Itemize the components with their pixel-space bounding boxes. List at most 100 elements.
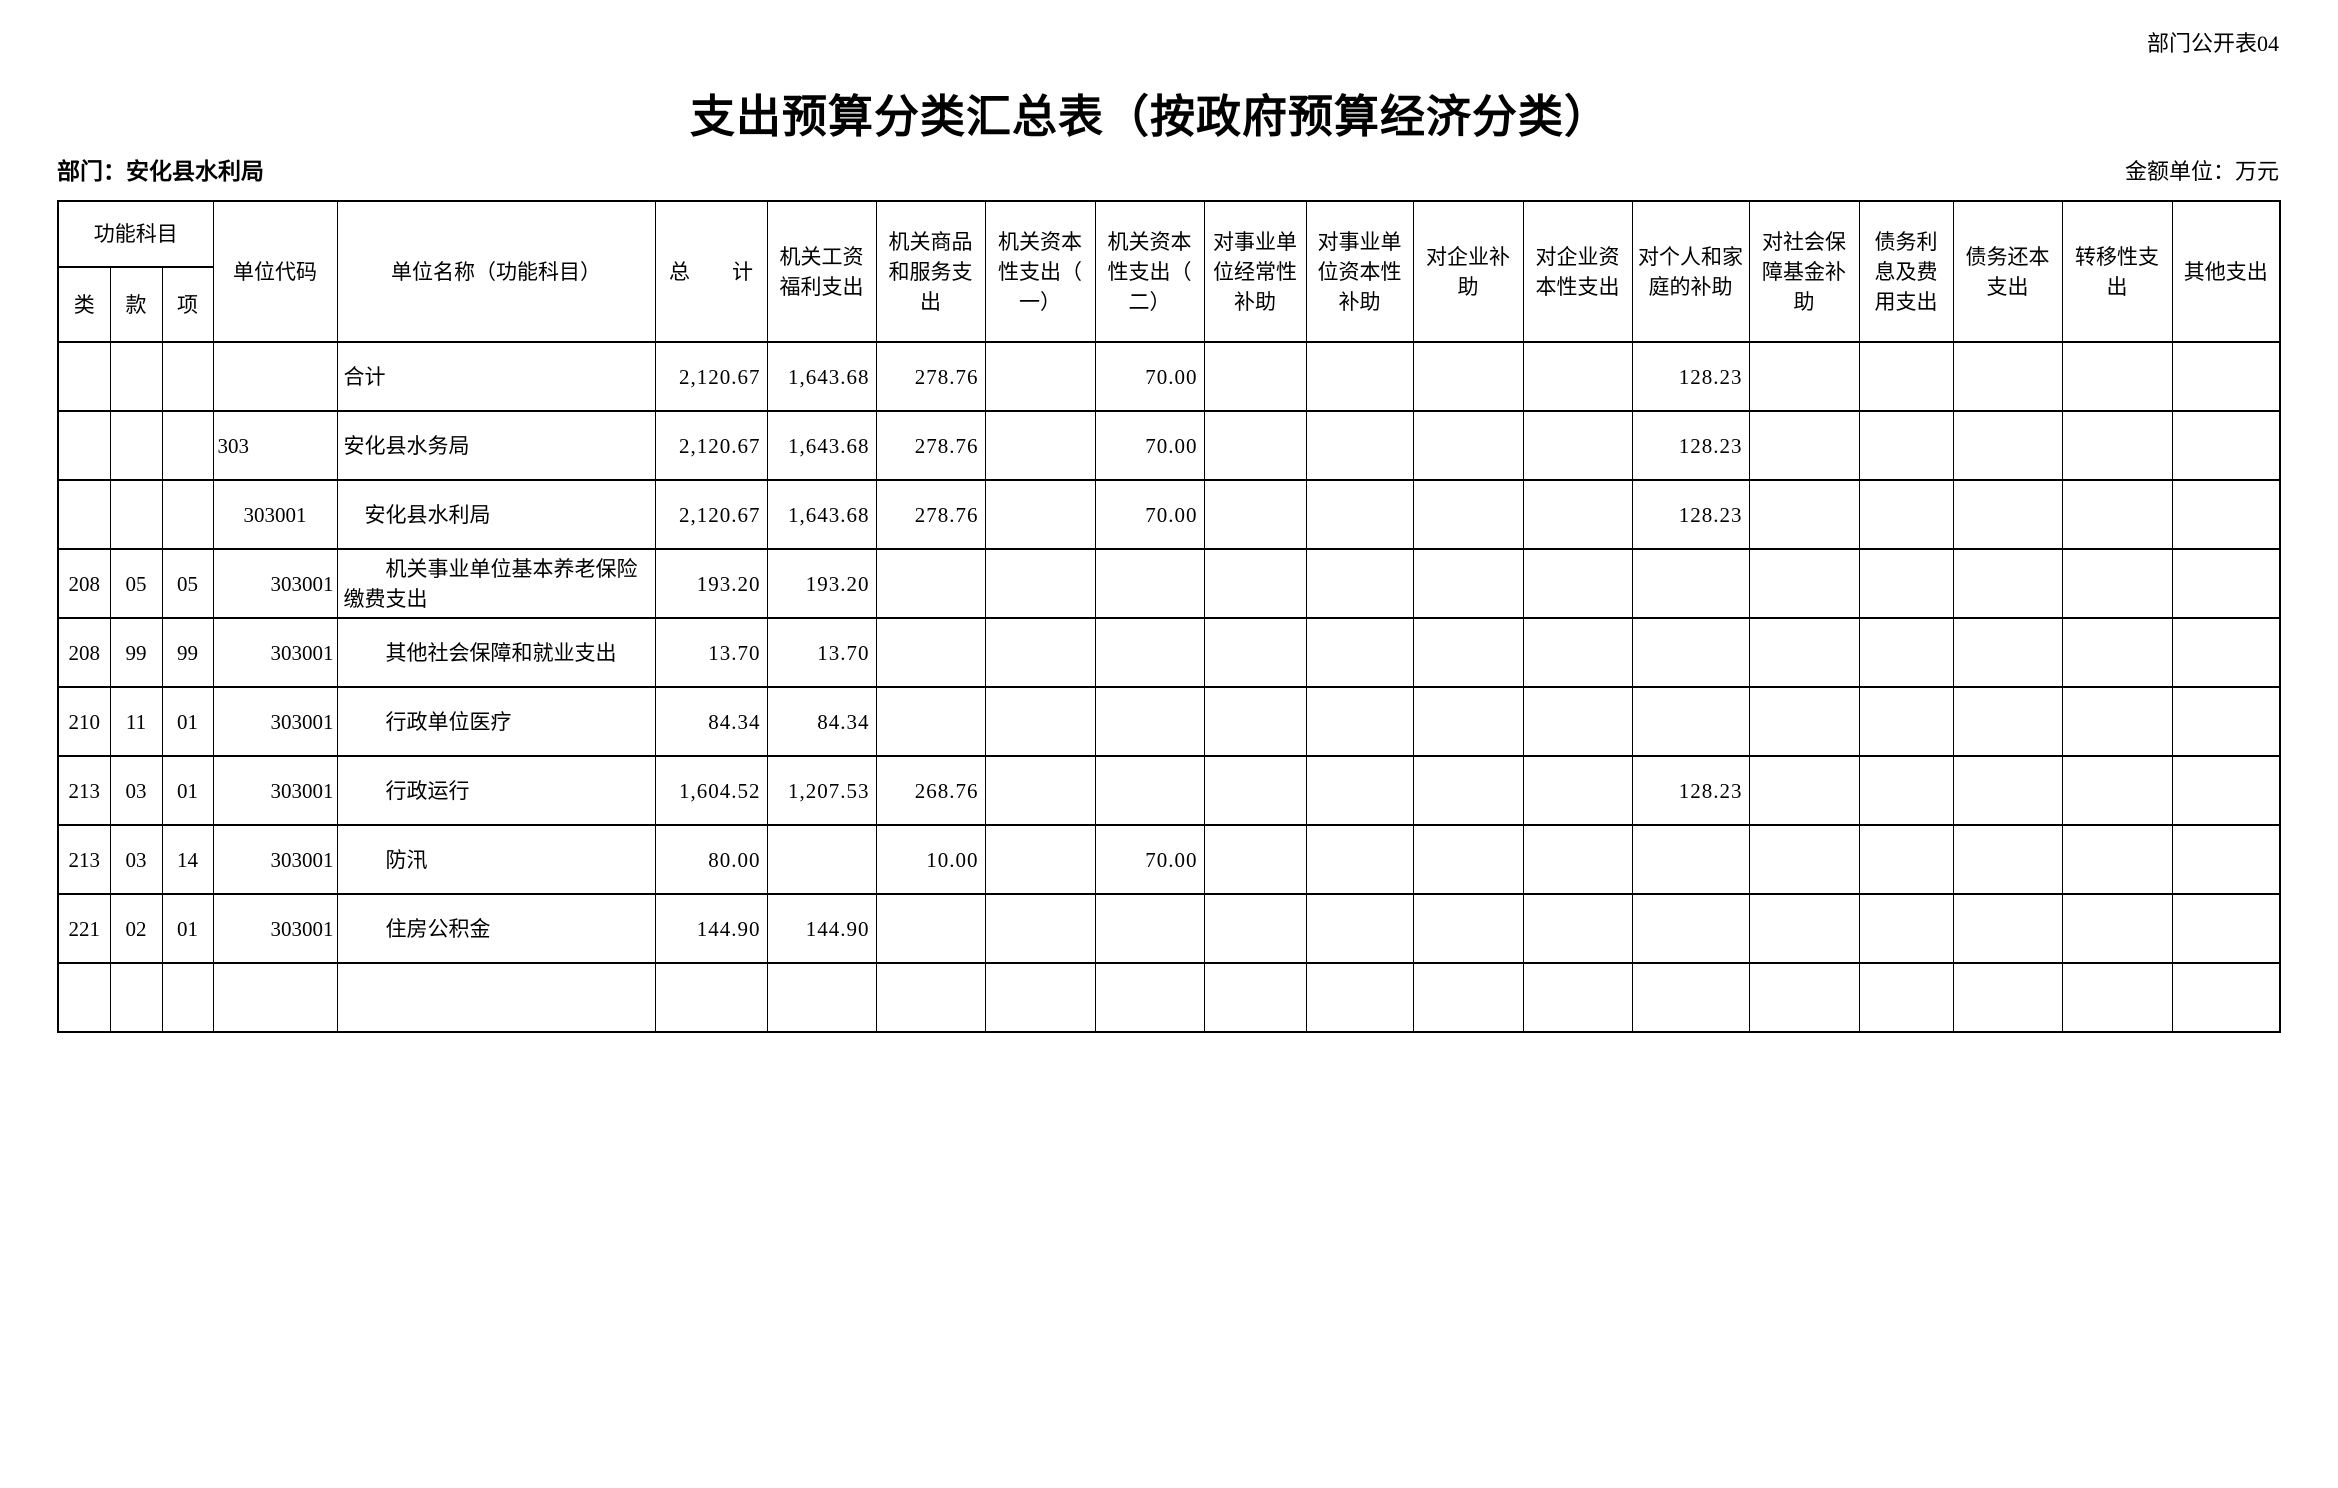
table-row: 210 11 01 303001 行政单位医疗 84.34 84.34	[57, 686, 2281, 757]
cell-value: 84.34	[654, 686, 768, 757]
cell-value	[1631, 824, 1750, 895]
cell-unit-code: 303001	[212, 755, 338, 826]
cell-value: 278.76	[875, 410, 986, 481]
cell-kuan	[109, 341, 163, 412]
cell-value	[1094, 893, 1205, 964]
cell-value: 1,643.68	[766, 341, 877, 412]
cell-value	[1952, 893, 2063, 964]
cell-kuan: 03	[109, 755, 163, 826]
cell-value	[1631, 548, 1750, 619]
cell-value	[1748, 617, 1860, 688]
cell-lei: 208	[57, 617, 111, 688]
cell-value	[1203, 686, 1307, 757]
budget-table: 功能科目 单位代码 单位名称（功能科目） 总 计 机关工资福利支出 机关商品和服…	[57, 200, 2282, 1033]
cell-kuan: 03	[109, 824, 163, 895]
header-capital-1: 机关资本性支出（一）	[984, 200, 1096, 343]
cell-value	[2171, 341, 2281, 412]
cell-value	[984, 893, 1096, 964]
cell-xiang: 14	[161, 824, 214, 895]
cell-value	[984, 410, 1096, 481]
cell-value	[1858, 548, 1954, 619]
cell-value: 193.20	[654, 548, 768, 619]
cell-value	[1094, 962, 1205, 1033]
cell-value	[1203, 479, 1307, 550]
cell-value: 2,120.67	[654, 410, 768, 481]
cell-value: 10.00	[875, 824, 986, 895]
cell-value	[1305, 341, 1414, 412]
cell-value	[1858, 824, 1954, 895]
cell-value	[1748, 548, 1860, 619]
cell-value	[1631, 962, 1750, 1033]
header-social-security-fund-subsidy: 对社会保障基金补助	[1748, 200, 1860, 343]
cell-value	[1858, 755, 1954, 826]
cell-value	[1522, 410, 1633, 481]
cell-kuan: 99	[109, 617, 163, 688]
cell-value	[2061, 962, 2173, 1033]
cell-value	[1203, 341, 1307, 412]
header-enterprise-capital: 对企业资本性支出	[1522, 200, 1633, 343]
header-total: 总 计	[654, 200, 768, 343]
cell-value	[1748, 824, 1860, 895]
cell-value	[1412, 479, 1524, 550]
cell-value	[1748, 893, 1860, 964]
cell-value	[1412, 686, 1524, 757]
cell-unit-name: 其他社会保障和就业支出	[336, 617, 656, 688]
cell-unit-code: 303001	[212, 686, 338, 757]
cell-value: 278.76	[875, 479, 986, 550]
cell-unit-code	[212, 341, 338, 412]
cell-kuan	[109, 479, 163, 550]
header-row-1: 功能科目 单位代码 单位名称（功能科目） 总 计 机关工资福利支出 机关商品和服…	[57, 200, 2281, 343]
header-enterprise-subsidy: 对企业补助	[1412, 200, 1524, 343]
cell-unit-name: 防汛	[336, 824, 656, 895]
cell-value	[1094, 617, 1205, 688]
cell-unit-name: 行政单位医疗	[336, 686, 656, 757]
cell-lei: 208	[57, 548, 111, 619]
cell-value	[1522, 341, 1633, 412]
cell-unit-code: 303001	[212, 824, 338, 895]
cell-xiang: 01	[161, 893, 214, 964]
cell-value	[1631, 893, 1750, 964]
cell-lei	[57, 410, 111, 481]
cell-value	[1094, 755, 1205, 826]
cell-value	[875, 617, 986, 688]
table-row: 213 03 01 303001 行政运行 1,604.52 1,207.53 …	[57, 755, 2281, 826]
cell-value	[1522, 548, 1633, 619]
cell-xiang: 99	[161, 617, 214, 688]
cell-value	[2061, 410, 2173, 481]
cell-value	[1412, 341, 1524, 412]
cell-value: 1,643.68	[766, 410, 877, 481]
header-salary-welfare: 机关工资福利支出	[766, 200, 877, 343]
cell-value: 128.23	[1631, 341, 1750, 412]
cell-value	[1952, 410, 2063, 481]
cell-value	[1522, 479, 1633, 550]
cell-value	[984, 341, 1096, 412]
header-individual-family-subsidy: 对个人和家庭的补助	[1631, 200, 1750, 343]
cell-value	[1305, 410, 1414, 481]
cell-value	[1412, 548, 1524, 619]
cell-value	[1412, 617, 1524, 688]
header-other-expenditure: 其他支出	[2171, 200, 2281, 343]
cell-value: 1,207.53	[766, 755, 877, 826]
cell-value	[1952, 962, 2063, 1033]
cell-value	[1305, 755, 1414, 826]
cell-value	[1748, 341, 1860, 412]
table-row: 221 02 01 303001 住房公积金 144.90 144.90	[57, 893, 2281, 964]
cell-unit-code: 303001	[212, 617, 338, 688]
cell-value: 128.23	[1631, 755, 1750, 826]
cell-value	[2171, 410, 2281, 481]
cell-xiang	[161, 962, 214, 1033]
cell-value: 1,604.52	[654, 755, 768, 826]
cell-value: 70.00	[1094, 341, 1205, 412]
cell-value	[1952, 341, 2063, 412]
table-row: 208 05 05 303001 机关事业单位基本养老保险缴费支出 193.20…	[57, 548, 2281, 619]
subheader: 部门：安化县水利局 金额单位：万元	[57, 152, 2279, 186]
cell-unit-code: 303	[212, 410, 338, 481]
cell-value	[766, 962, 877, 1033]
cell-value	[1952, 755, 2063, 826]
department-label: 部门：安化县水利局	[57, 158, 264, 184]
cell-kuan	[109, 962, 163, 1033]
cell-value	[2171, 617, 2281, 688]
cell-value	[1305, 893, 1414, 964]
cell-value	[984, 548, 1096, 619]
cell-value	[1305, 824, 1414, 895]
